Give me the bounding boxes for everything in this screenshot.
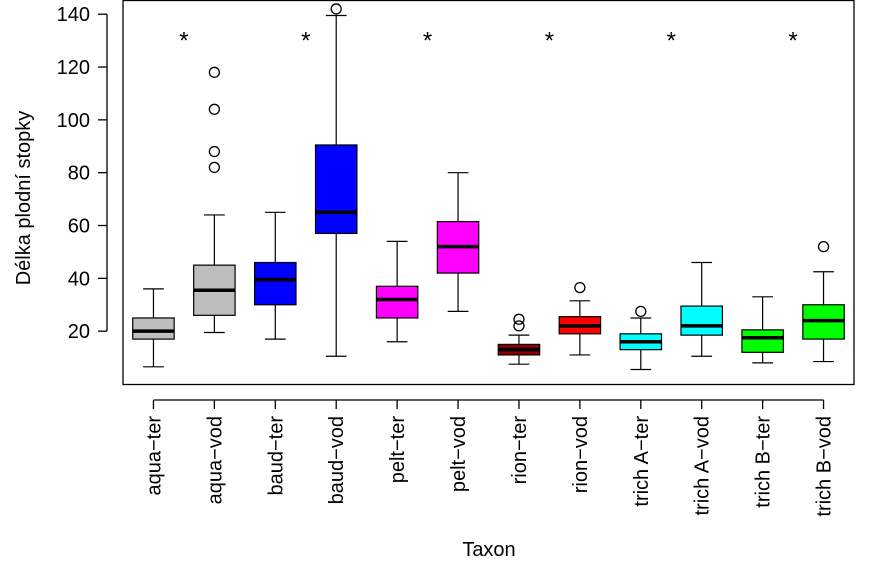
box-series — [132, 3, 845, 371]
y-tick-label: 80 — [68, 163, 90, 185]
box-group — [558, 281, 602, 356]
y-tick-label: 120 — [57, 57, 90, 79]
outlier-point — [574, 281, 586, 294]
x-tick-label: trich A−vod — [692, 416, 714, 516]
box-group — [193, 66, 236, 334]
y-tick-label: 20 — [68, 321, 90, 343]
box-group — [314, 3, 358, 357]
outlier-point — [513, 313, 525, 325]
plot-frame — [122, 0, 855, 386]
box-group — [680, 261, 724, 357]
significance-star: * — [301, 28, 310, 55]
outlier-point — [635, 305, 647, 318]
box-group — [741, 296, 784, 364]
outlier-point — [208, 145, 221, 158]
significance-star: * — [545, 28, 554, 55]
x-tick-label: baud−ter — [265, 416, 287, 496]
y-axis-title: Délka plodní stopky — [13, 111, 35, 286]
x-tick-label: rion−ter — [509, 416, 531, 485]
x-tick-label: trich B−vod — [814, 416, 836, 517]
y-tick-label: 100 — [57, 110, 90, 132]
x-tick-label: trich A−ter — [631, 416, 653, 507]
outlier-point — [208, 103, 221, 115]
outlier-point — [208, 161, 221, 174]
significance-star: * — [423, 28, 432, 55]
box-iqr — [680, 305, 724, 336]
box-group — [375, 240, 419, 343]
x-tick-label: aqua−vod — [204, 416, 226, 504]
significance-star: * — [179, 28, 188, 55]
outlier-point — [817, 240, 830, 253]
x-axis: aqua−ter aqua−vod baud−ter baud−vod pelt−ter… — [143, 399, 836, 517]
x-tick-label: aqua−ter — [143, 416, 165, 496]
x-tick-label: trich B−ter — [753, 416, 775, 508]
y-tick-label: 60 — [68, 216, 90, 238]
box-group — [253, 211, 297, 340]
significance-annotations: * * * * * * — [179, 28, 798, 55]
y-axis: 20 40 60 80 100 120 140 — [57, 4, 108, 343]
box-iqr — [375, 285, 419, 319]
box-group — [619, 305, 663, 371]
outlier-point — [513, 320, 525, 332]
y-tick-label: 40 — [68, 268, 90, 290]
outlier-point — [208, 66, 221, 78]
x-tick-label: baud−vod — [326, 416, 348, 504]
x-axis-title: Taxon — [462, 539, 515, 561]
y-tick-label: 140 — [57, 4, 90, 26]
box-group — [132, 288, 175, 368]
x-tick-label: pelt−ter — [387, 416, 409, 484]
box-group — [497, 313, 541, 365]
box-iqr — [253, 261, 297, 306]
box-iqr — [741, 329, 784, 353]
significance-star: * — [788, 28, 797, 55]
box-group — [802, 240, 845, 363]
x-tick-label: pelt−vod — [448, 416, 470, 492]
box-iqr — [314, 144, 358, 235]
outlier-point — [330, 3, 342, 15]
box-iqr — [132, 317, 175, 340]
significance-star: * — [667, 28, 676, 55]
x-tick-label: rion−vod — [570, 416, 592, 493]
box-group — [436, 172, 480, 312]
